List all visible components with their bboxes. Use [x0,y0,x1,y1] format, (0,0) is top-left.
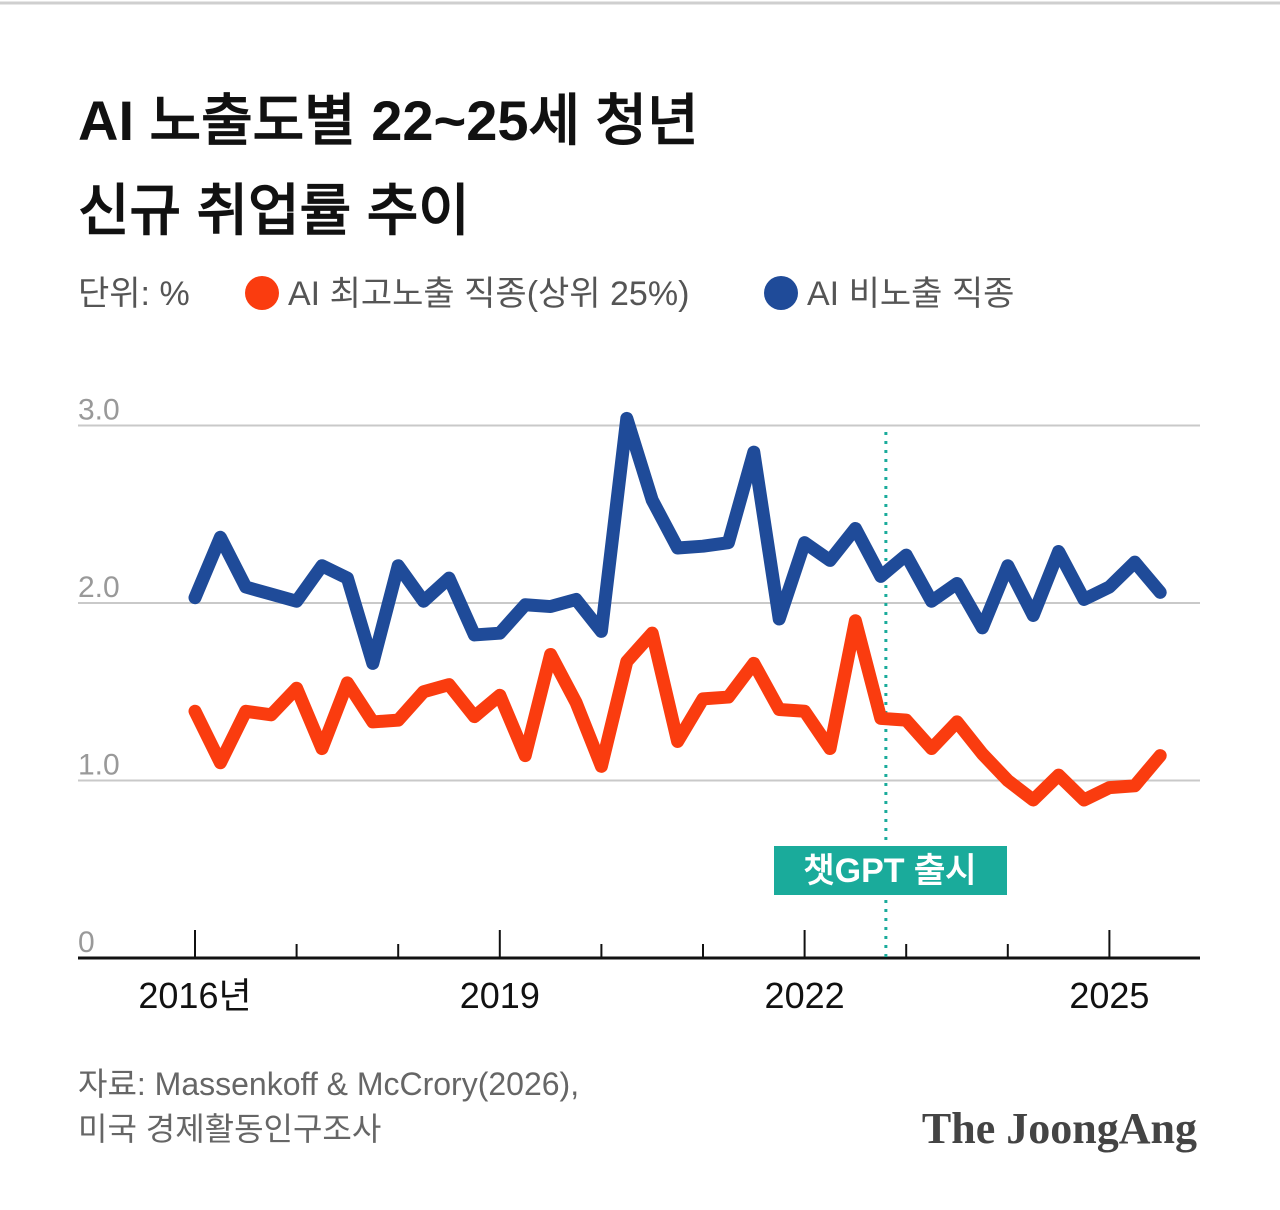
annotation-label: 챗GPT 출시 [803,852,976,890]
unit-label: 단위: % [78,275,190,313]
y-tick-label: 2.0 [78,571,120,604]
x-tick-label: 2025 [1069,975,1149,1016]
plot-area: 0 1.0 2.0 3.0 2016년 2019 2022 2025 챗GPT 출시 [78,394,1200,1016]
x-tick-label: 2016년 [138,975,251,1016]
chart-title: AI 노출도별 22~25세 청년 [78,89,699,152]
legend-marker [764,276,798,310]
brand-logo: The JoongAng [922,1104,1197,1153]
chart-title: 신규 취업률 추이 [78,179,470,242]
legend-label: AI 최고노출 직종(상위 25%) [288,275,689,313]
x-tick-label: 2022 [765,975,845,1016]
legend-label: AI 비노출 직종 [807,275,1014,313]
y-tick-label: 0 [78,926,95,959]
annotation-box [774,846,1007,895]
x-tick-label: 2019 [460,975,540,1016]
series-line [188,614,1167,807]
source-note: 미국 경제활동인구조사 [78,1111,381,1147]
source-note: 자료: Massenkoff & McCrory(2026), [78,1066,579,1102]
legend-marker [245,276,279,310]
y-tick-label: 3.0 [78,394,120,427]
y-tick-label: 1.0 [78,749,120,782]
series-line [188,411,1167,670]
